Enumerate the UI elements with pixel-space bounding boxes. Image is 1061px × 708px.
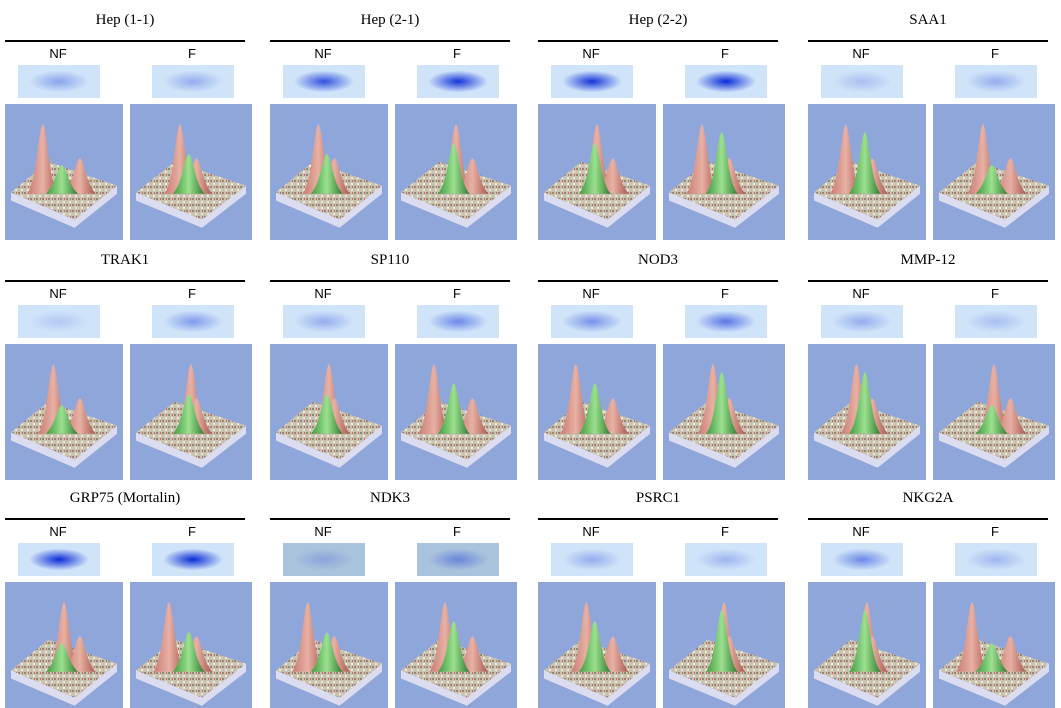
condition-label: NF [49,286,66,301]
condition-label: F [188,286,196,301]
panel-title: PSRC1 [636,490,680,506]
gel-spot [696,311,756,333]
panel-title: SP110 [371,252,410,268]
gel-spot [696,549,756,571]
condition-label: F [188,524,196,539]
panel-title: GRP75 (Mortalin) [70,490,180,506]
gel-spot [966,549,1026,571]
condition-label: NF [852,286,869,301]
gel-spot [562,311,622,333]
panel-title: Hep (1-1) [96,12,155,28]
gel-spot [163,549,223,571]
condition-label: F [991,286,999,301]
gel-spot [966,71,1026,93]
condition-label: NF [852,524,869,539]
condition-label: F [991,524,999,539]
gel-spot [163,311,223,333]
gel-spot [832,311,892,333]
condition-label: F [188,46,196,61]
condition-label: F [721,46,729,61]
gel-spot [29,549,89,571]
condition-label: F [721,524,729,539]
condition-label: F [721,286,729,301]
gel-spot [428,549,488,571]
gel-spot [966,311,1026,333]
panel-title: MMP-12 [900,252,955,268]
condition-label: F [453,524,461,539]
panel-title: NKG2A [903,490,954,506]
gel-spot [294,71,354,93]
gel-spot [428,71,488,93]
figure: Hep (1-1) NF F Hep (2-1) NF F Hep (2-2) NF F SAA1… [0,0,1061,708]
condition-label: NF [314,286,331,301]
panel-title: SAA1 [909,12,947,28]
gel-spot [294,549,354,571]
condition-label: NF [582,286,599,301]
condition-label: F [991,46,999,61]
gel-spot [294,311,354,333]
gel-spot [163,71,223,93]
panel-title: NOD3 [638,252,678,268]
condition-label: NF [49,46,66,61]
condition-label: NF [49,524,66,539]
condition-label: F [453,286,461,301]
panel-title: TRAK1 [101,252,149,268]
panel-title: NDK3 [370,490,410,506]
gel-spot [696,71,756,93]
condition-label: NF [852,46,869,61]
gel-spot [832,549,892,571]
gel-spot [562,71,622,93]
gel-spot [832,71,892,93]
panel-title: Hep (2-1) [361,12,420,28]
condition-label: NF [582,524,599,539]
condition-label: F [453,46,461,61]
gel-spot [29,311,89,333]
condition-label: NF [314,524,331,539]
gel-spot [562,549,622,571]
condition-label: NF [582,46,599,61]
gel-spot [428,311,488,333]
condition-label: NF [314,46,331,61]
panel-title: Hep (2-2) [629,12,688,28]
gel-spot [29,71,89,93]
